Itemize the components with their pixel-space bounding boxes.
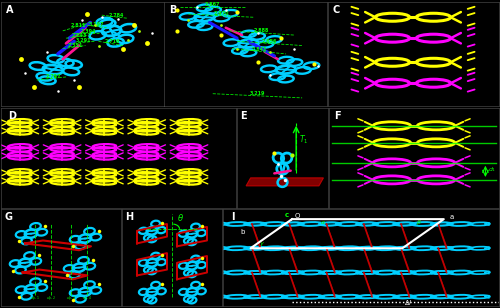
Text: H: H (125, 212, 133, 222)
Text: G: G (4, 212, 12, 222)
Text: E: E (240, 111, 246, 121)
Text: $d_{p,4}$: $d_{p,4}$ (82, 294, 92, 303)
Text: 2.970: 2.970 (213, 11, 228, 16)
Text: $d_{p,3}$: $d_{p,3}$ (66, 294, 76, 303)
Text: 2.551: 2.551 (68, 43, 84, 48)
Text: I: I (232, 212, 235, 222)
Text: $\gamma$: $\gamma$ (259, 240, 265, 248)
Text: F: F (334, 111, 340, 121)
Text: $d_{p,2}$: $d_{p,2}$ (46, 294, 56, 303)
Text: D: D (8, 111, 16, 121)
Text: $\alpha$: $\alpha$ (320, 219, 326, 226)
Text: c: c (292, 246, 296, 251)
Text: 3.219: 3.219 (250, 91, 265, 96)
Polygon shape (246, 178, 324, 186)
Text: 2.797: 2.797 (45, 75, 61, 79)
Text: $d_{p,1}$: $d_{p,1}$ (30, 294, 40, 303)
Text: 2.716: 2.716 (104, 39, 120, 44)
Text: $\beta$: $\beta$ (416, 218, 422, 227)
Text: 2.394: 2.394 (80, 29, 96, 34)
Text: C: C (332, 5, 340, 15)
Text: c: c (284, 212, 288, 218)
Text: $\Delta l$: $\Delta l$ (404, 298, 412, 306)
Text: 2.656: 2.656 (262, 39, 278, 44)
Text: a: a (450, 214, 454, 220)
Text: 2.867: 2.867 (205, 2, 220, 7)
Text: 3.197: 3.197 (88, 22, 104, 27)
Text: $T_1$: $T_1$ (299, 134, 308, 146)
Text: 2.888: 2.888 (254, 28, 269, 33)
Text: $\theta$: $\theta$ (177, 212, 184, 223)
Text: O: O (294, 213, 300, 219)
Text: b: b (240, 229, 244, 235)
Text: 2.842: 2.842 (252, 47, 267, 52)
Text: 2.811: 2.811 (70, 22, 86, 28)
Text: 2.643: 2.643 (72, 33, 88, 38)
Text: 3.291: 3.291 (76, 38, 92, 43)
Text: $d_1$: $d_1$ (488, 165, 496, 174)
Text: A: A (6, 5, 14, 15)
Text: B: B (169, 5, 176, 15)
Text: 2.784: 2.784 (108, 13, 124, 18)
